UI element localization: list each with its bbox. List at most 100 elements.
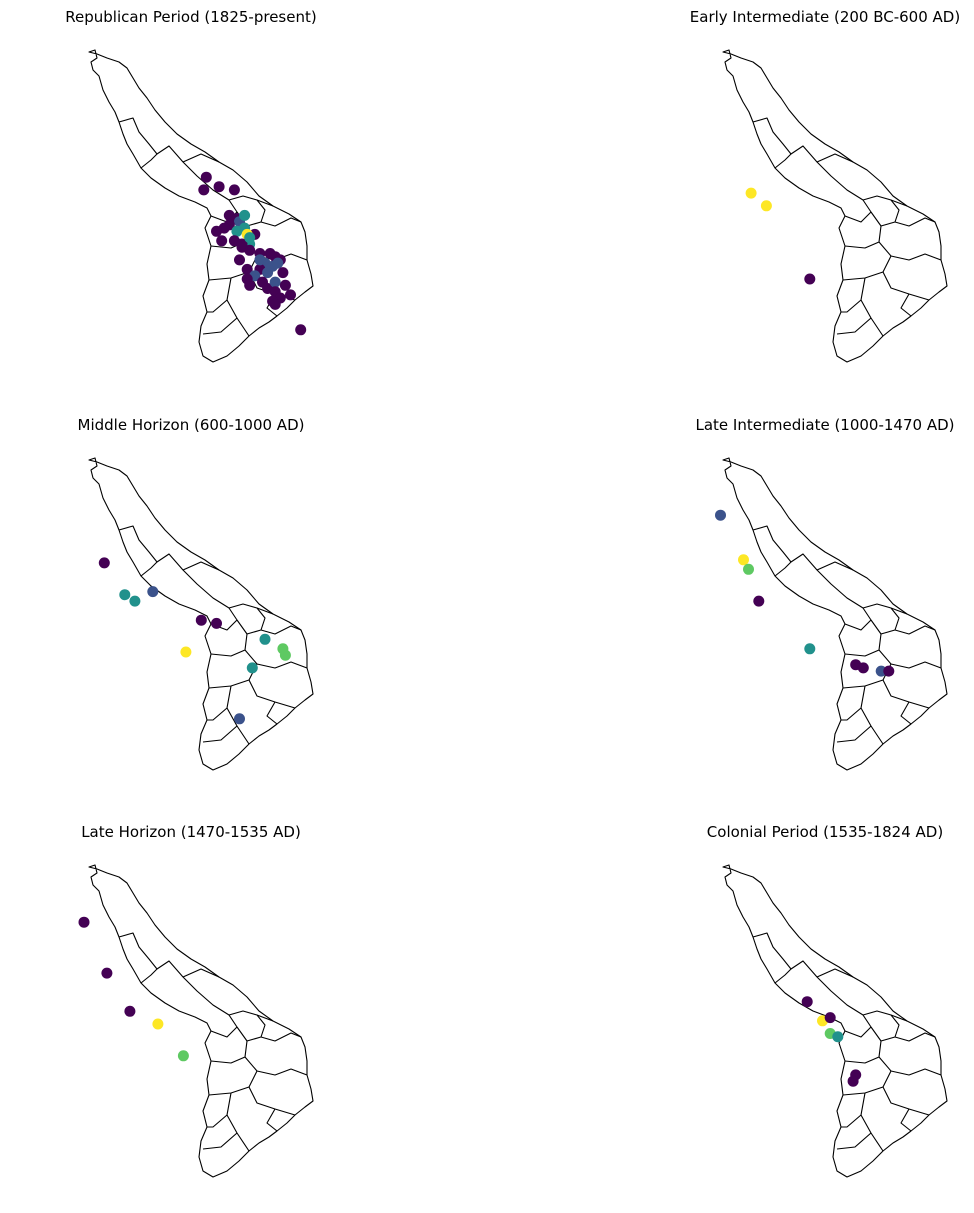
site-point: [285, 289, 296, 301]
site-point: [124, 1005, 136, 1017]
site-point: [78, 916, 90, 928]
site-point: [246, 662, 258, 674]
region-boundary: [202, 725, 238, 743]
site-point: [211, 617, 222, 629]
region-boundary: [836, 725, 872, 743]
region-boundaries: [722, 49, 948, 363]
region-boundary: [894, 1032, 936, 1042]
region-boundary: [256, 1014, 274, 1022]
region-boundary: [894, 217, 936, 227]
map-plot: [88, 49, 314, 363]
site-point: [228, 184, 240, 196]
region-boundary: [226, 1114, 250, 1152]
region-boundary: [752, 525, 792, 577]
map-panel-middle-horizon: Middle Horizon (600-1000 AD): [21, 416, 361, 806]
site-point: [760, 200, 772, 212]
panel-title: Late Horizon (1470-1535 AD): [81, 823, 301, 841]
region-boundary: [260, 217, 302, 227]
site-point: [847, 1075, 859, 1087]
map-plot: [88, 457, 314, 771]
site-point: [98, 557, 110, 569]
region-boundary: [890, 199, 908, 207]
map-outline: [722, 457, 948, 771]
region-boundary: [256, 199, 274, 207]
region-boundary: [226, 707, 250, 745]
site-point: [745, 187, 757, 199]
region-boundary: [202, 317, 238, 335]
site-point: [119, 589, 131, 601]
site-point: [738, 554, 749, 566]
region-boundary: [226, 299, 250, 337]
region-boundary: [860, 1114, 884, 1152]
site-point: [832, 1031, 844, 1043]
region-boundaries: [722, 457, 948, 771]
site-point: [295, 324, 307, 336]
site-point: [259, 633, 271, 645]
site-point: [804, 273, 816, 285]
map-outline: [88, 49, 314, 363]
region-boundary: [202, 1132, 238, 1150]
region-boundary: [894, 625, 936, 635]
site-point: [129, 595, 141, 607]
region-boundary: [878, 649, 942, 669]
region-boundary: [207, 277, 232, 313]
map-panel-colonial: Colonial Period (1535-1824 AD): [655, 823, 974, 1213]
panel-title: Early Intermediate (200 BC-600 AD): [689, 8, 961, 26]
site-point: [753, 595, 765, 607]
site-point: [277, 267, 289, 279]
region-boundary: [841, 277, 866, 313]
map-plot: [78, 864, 314, 1178]
region-boundary: [244, 1056, 308, 1076]
region-boundary: [266, 1108, 278, 1132]
region-boundary: [752, 932, 792, 984]
site-point: [198, 184, 210, 196]
site-point: [857, 662, 869, 674]
region-boundary: [156, 960, 238, 1038]
map-panel-early-intermediate: Early Intermediate (200 BC-600 AD): [655, 8, 974, 398]
site-point: [279, 649, 291, 661]
region-boundary: [118, 525, 158, 577]
region-boundary: [890, 1014, 908, 1022]
site-point: [279, 279, 291, 291]
region-boundary: [208, 255, 258, 281]
region-boundary: [244, 649, 308, 669]
map-outline: [722, 864, 948, 1178]
map-panel-republican: Republican Period (1825-present): [21, 8, 361, 398]
region-boundary: [900, 293, 912, 317]
region-boundary: [860, 299, 884, 337]
region-boundary: [844, 1040, 882, 1064]
region-boundary: [156, 553, 238, 631]
region-boundary: [836, 317, 872, 335]
site-point: [180, 646, 192, 658]
site-point: [236, 238, 248, 250]
site-point: [234, 254, 245, 266]
region-boundary: [182, 153, 220, 163]
region-boundary: [248, 1086, 296, 1116]
site-point: [254, 254, 266, 266]
region-boundary: [841, 1092, 866, 1128]
region-boundary: [210, 633, 248, 657]
region-boundary: [790, 553, 872, 631]
region-boundary: [207, 685, 232, 721]
site-point: [241, 263, 253, 275]
panel-title: Middle Horizon (600-1000 AD): [77, 416, 305, 434]
region-boundary: [890, 607, 908, 615]
site-point: [272, 257, 284, 269]
site-point: [801, 996, 813, 1008]
region-boundaries: [88, 457, 314, 771]
site-point: [147, 586, 159, 598]
region-boundary: [266, 701, 278, 725]
site-point: [101, 967, 113, 979]
panel-title: Republican Period (1825-present): [65, 8, 317, 26]
region-boundary: [882, 271, 930, 301]
site-point: [200, 171, 212, 183]
region-boundary: [260, 1032, 302, 1042]
region-boundary: [210, 1040, 248, 1064]
site-point: [262, 267, 274, 279]
site-point: [152, 1018, 164, 1030]
site-point: [239, 209, 251, 221]
region-boundary: [208, 1070, 258, 1096]
region-boundary: [182, 968, 220, 978]
map-outline: [722, 49, 948, 363]
site-point: [213, 181, 225, 193]
